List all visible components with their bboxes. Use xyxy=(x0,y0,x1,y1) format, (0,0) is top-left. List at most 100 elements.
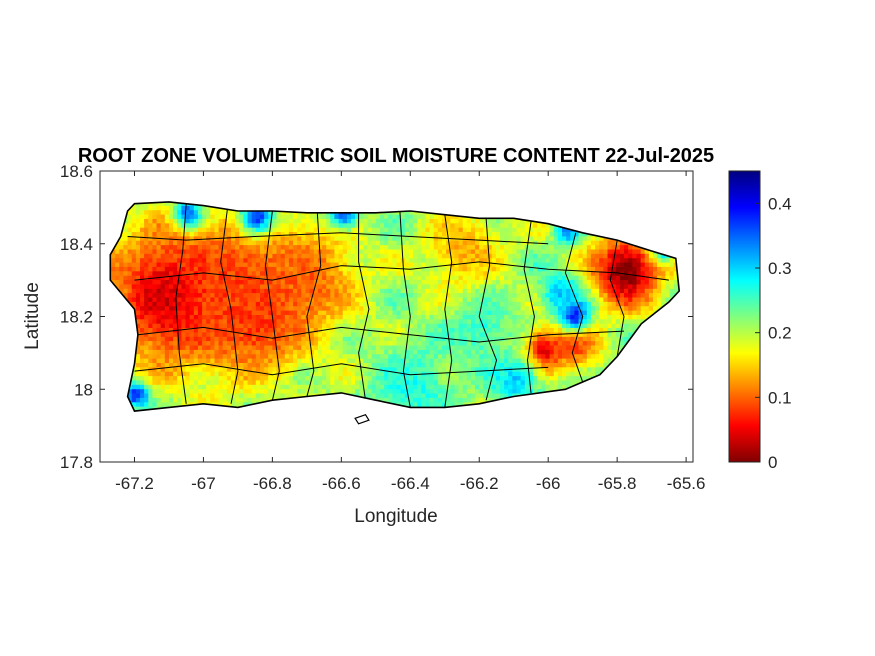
heatmap-cell xyxy=(607,275,613,280)
heatmap-cell xyxy=(512,358,517,363)
heatmap-cell xyxy=(628,296,633,302)
heatmap-cell xyxy=(442,349,447,355)
heatmap-cell xyxy=(284,257,290,263)
heatmap-cell xyxy=(359,362,364,368)
heatmap-cell xyxy=(628,266,633,272)
heatmap-cell xyxy=(218,318,224,324)
heatmap-cell xyxy=(297,366,302,372)
heatmap-cell xyxy=(388,344,393,350)
heatmap-cell xyxy=(235,331,240,337)
heatmap-cell xyxy=(255,344,261,350)
heatmap-cell xyxy=(524,301,530,307)
heatmap-cell xyxy=(537,358,542,363)
heatmap-cell xyxy=(235,314,240,320)
heatmap-cell xyxy=(640,292,646,298)
heatmap-cell xyxy=(408,384,414,390)
heatmap-cell xyxy=(566,283,571,289)
heatmap-cell xyxy=(454,270,460,276)
heatmap-cell xyxy=(491,270,497,276)
heatmap-cell xyxy=(595,305,600,311)
heatmap-cell xyxy=(508,318,513,324)
heatmap-cell xyxy=(226,344,232,350)
heatmap-cell xyxy=(185,301,191,307)
heatmap-cell xyxy=(206,344,211,350)
heatmap-cell xyxy=(466,392,472,398)
heatmap-cell xyxy=(446,327,451,333)
heatmap-cell xyxy=(512,292,517,298)
chart-title: ROOT ZONE VOLUMETRIC SOIL MOISTURE CONTE… xyxy=(78,145,714,167)
heatmap-cell xyxy=(421,384,426,390)
heatmap-cell xyxy=(164,349,170,355)
heatmap-cell xyxy=(632,296,637,302)
heatmap-cell xyxy=(247,283,253,289)
heatmap-cell xyxy=(582,270,588,276)
heatmap-cell xyxy=(243,384,249,390)
heatmap-cell xyxy=(193,336,199,342)
heatmap-cell xyxy=(408,283,414,289)
heatmap-cell xyxy=(355,266,360,272)
heatmap-cell xyxy=(268,349,273,355)
heatmap-cell xyxy=(193,318,199,324)
heatmap-cell xyxy=(462,349,468,355)
heatmap-cell xyxy=(214,261,220,267)
heatmap-cell xyxy=(603,340,609,346)
heatmap-cell xyxy=(251,257,257,263)
heatmap-cell xyxy=(557,384,563,390)
heatmap-cell xyxy=(380,358,385,363)
heatmap-cell xyxy=(566,336,571,342)
heatmap-cell xyxy=(206,327,211,333)
heatmap-cell xyxy=(425,388,431,394)
heatmap-cell xyxy=(135,266,141,272)
heatmap-cell xyxy=(590,261,596,267)
heatmap-cell xyxy=(380,275,385,280)
heatmap-cell xyxy=(433,358,439,363)
heatmap-cell xyxy=(334,275,340,280)
heatmap-cell xyxy=(301,323,306,328)
heatmap-cell xyxy=(433,292,439,298)
heatmap-cell xyxy=(520,318,526,324)
heatmap-cell xyxy=(214,305,220,311)
heatmap-cell xyxy=(516,362,522,368)
heatmap-cell xyxy=(508,305,513,311)
heatmap-cell xyxy=(553,310,559,315)
heatmap-cell xyxy=(326,366,331,372)
heatmap-cell xyxy=(206,384,211,390)
heatmap-cell xyxy=(595,336,600,342)
heatmap-cell xyxy=(479,392,484,398)
heatmap-cell xyxy=(206,349,211,355)
heatmap-cell xyxy=(437,310,443,315)
heatmap-cell xyxy=(173,340,178,346)
heatmap-cell xyxy=(177,366,182,372)
heatmap-cell xyxy=(607,301,613,307)
heatmap-cell xyxy=(264,384,269,390)
heatmap-cell xyxy=(293,344,298,350)
heatmap-cell xyxy=(251,305,257,311)
heatmap-cell xyxy=(173,358,178,363)
heatmap-cell xyxy=(131,270,137,276)
heatmap-cell xyxy=(611,331,617,337)
heatmap-cell xyxy=(367,305,373,311)
heatmap-cell xyxy=(437,327,443,333)
heatmap-cell xyxy=(400,327,406,333)
heatmap-cell xyxy=(384,323,389,328)
heatmap-cell xyxy=(562,362,567,368)
heatmap-cell xyxy=(566,362,571,368)
heatmap-cell xyxy=(653,305,658,311)
heatmap-cell xyxy=(458,397,464,403)
heatmap-cell xyxy=(454,358,460,363)
heatmap-cell xyxy=(454,362,460,368)
heatmap-cell xyxy=(528,292,534,298)
heatmap-cell xyxy=(206,257,211,263)
heatmap-cell xyxy=(388,375,393,381)
heatmap-cell xyxy=(371,371,377,377)
heatmap-cell xyxy=(417,292,422,298)
heatmap-cell xyxy=(557,270,563,276)
heatmap-cell xyxy=(309,270,315,276)
heatmap-cell xyxy=(657,283,662,289)
heatmap-cell xyxy=(177,371,182,377)
heatmap-cell xyxy=(309,292,315,298)
heatmap-cell xyxy=(243,261,249,267)
heatmap-cell xyxy=(429,266,435,272)
heatmap-cell xyxy=(516,344,522,350)
heatmap-cell xyxy=(326,305,331,311)
